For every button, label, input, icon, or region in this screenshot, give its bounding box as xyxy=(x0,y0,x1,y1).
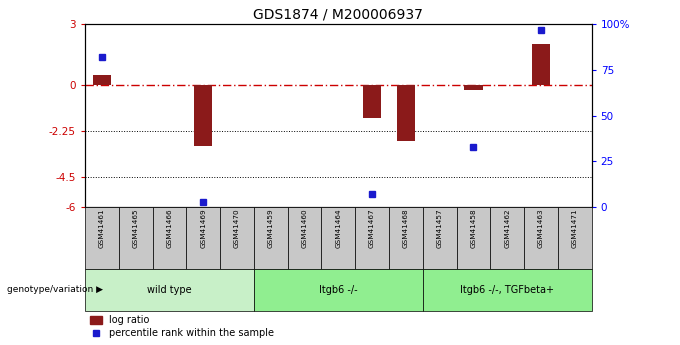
Text: GSM41460: GSM41460 xyxy=(301,209,307,248)
Bar xyxy=(85,269,254,310)
Bar xyxy=(186,207,220,269)
Bar xyxy=(254,207,288,269)
Bar xyxy=(119,207,152,269)
Bar xyxy=(194,85,212,146)
Text: GSM41467: GSM41467 xyxy=(369,209,375,248)
Text: GSM41464: GSM41464 xyxy=(335,209,341,248)
Text: GSM41470: GSM41470 xyxy=(234,209,240,248)
Bar xyxy=(456,207,490,269)
Text: GSM41459: GSM41459 xyxy=(268,209,274,248)
Bar xyxy=(355,207,389,269)
Text: GSM41458: GSM41458 xyxy=(471,209,477,248)
Bar xyxy=(92,75,111,85)
Text: GSM41463: GSM41463 xyxy=(538,209,544,248)
Text: GSM41466: GSM41466 xyxy=(167,209,173,248)
Text: GSM41465: GSM41465 xyxy=(133,209,139,248)
Text: GSM41469: GSM41469 xyxy=(200,209,206,248)
Text: GSM41471: GSM41471 xyxy=(572,209,578,248)
Text: Itgb6 -/-: Itgb6 -/- xyxy=(319,285,358,295)
Bar xyxy=(524,207,558,269)
Bar xyxy=(532,45,550,85)
Text: GSM41462: GSM41462 xyxy=(504,209,510,248)
Legend: log ratio, percentile rank within the sample: log ratio, percentile rank within the sa… xyxy=(90,315,274,338)
Bar xyxy=(464,85,483,90)
Bar xyxy=(85,207,119,269)
Text: GSM41468: GSM41468 xyxy=(403,209,409,248)
Text: wild type: wild type xyxy=(147,285,192,295)
Bar xyxy=(389,207,423,269)
Text: Itgb6 -/-, TGFbeta+: Itgb6 -/-, TGFbeta+ xyxy=(460,285,554,295)
Bar xyxy=(288,207,322,269)
Bar xyxy=(423,269,592,310)
Bar xyxy=(490,207,524,269)
Bar xyxy=(363,85,381,118)
Title: GDS1874 / M200006937: GDS1874 / M200006937 xyxy=(254,8,423,22)
Bar xyxy=(423,207,456,269)
Bar xyxy=(322,207,355,269)
Text: GSM41461: GSM41461 xyxy=(99,209,105,248)
Text: genotype/variation ▶: genotype/variation ▶ xyxy=(7,285,103,294)
Bar xyxy=(254,269,423,310)
Bar xyxy=(220,207,254,269)
Bar xyxy=(152,207,186,269)
Bar xyxy=(396,85,415,141)
Text: GSM41457: GSM41457 xyxy=(437,209,443,248)
Bar xyxy=(558,207,592,269)
